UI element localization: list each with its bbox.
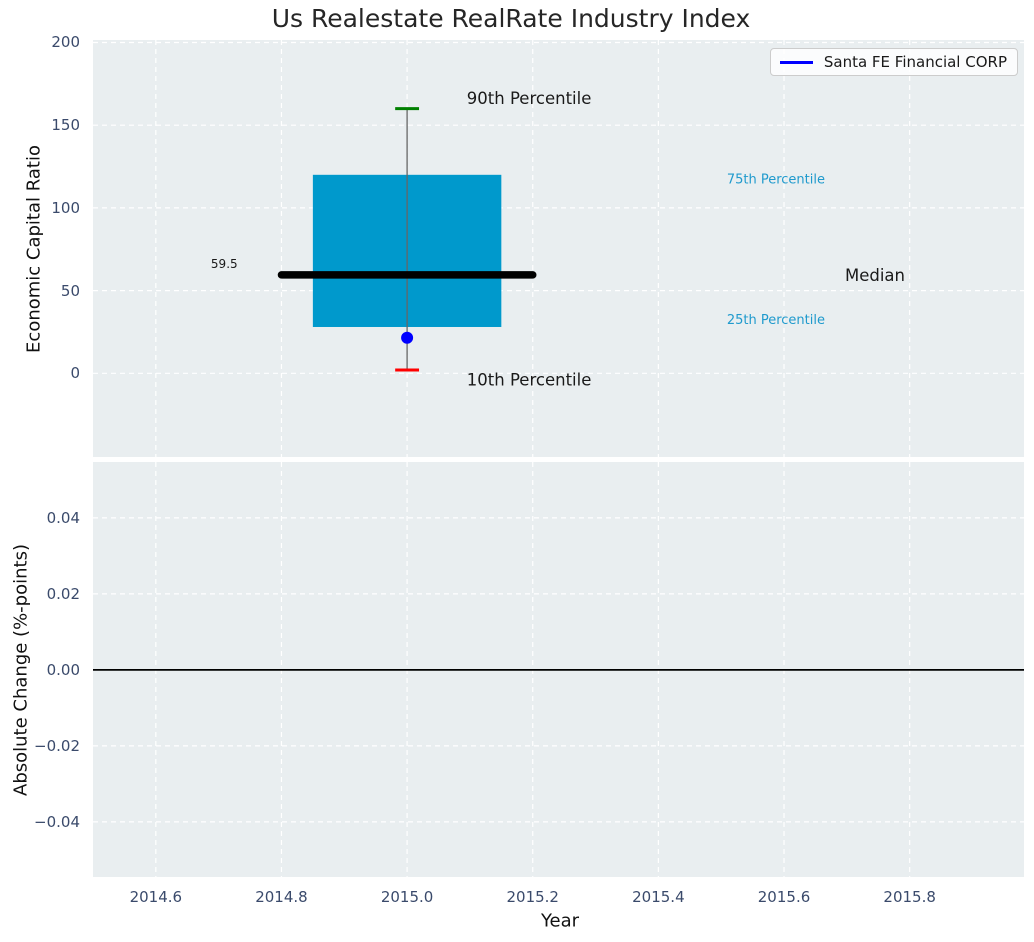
y-tick-label-top: 150 [51, 116, 80, 135]
x-tick-label: 2015.2 [506, 888, 559, 906]
y-tick-label-bottom: −0.02 [34, 736, 80, 755]
annotation-10th-percentile: 10th Percentile [467, 370, 592, 389]
top-axes-economic-capital-ratio: 90th Percentile 75th Percentile Median 25th… [93, 40, 1024, 457]
change-plot-svg [93, 462, 1024, 877]
company-marker-dot [401, 331, 414, 344]
annotation-90th-percentile: 90th Percentile [467, 89, 592, 108]
legend-line-icon [779, 60, 813, 64]
y-tick-label-bottom: 0.00 [46, 660, 80, 679]
x-tick-label: 2015.8 [883, 888, 936, 906]
bottom-axes-absolute-change [93, 462, 1024, 877]
y-tick-label-top: 0 [70, 364, 80, 383]
y-tick-label-top: 50 [60, 281, 80, 300]
x-tick-label: 2015.4 [632, 888, 685, 906]
annotation-25th-percentile: 25th Percentile [727, 313, 825, 328]
y-tick-label-bottom: 0.02 [46, 584, 80, 603]
annotation-median-value: 59.5 [211, 257, 238, 271]
annotation-median: Median [845, 266, 905, 285]
box-plot-svg: 90th Percentile 75th Percentile Median 25th… [93, 40, 1024, 457]
y-axis-label-top: Economic Capital Ratio [23, 144, 45, 353]
y-tick-label-top: 200 [51, 33, 80, 52]
legend-label: Santa FE Financial CORP [823, 53, 1007, 71]
y-tick-label-top: 100 [51, 198, 80, 217]
x-tick-label: 2014.6 [129, 888, 183, 906]
legend: Santa FE Financial CORP [769, 48, 1018, 76]
x-tick-label: 2015.6 [757, 888, 811, 906]
x-tick-label: 2015.0 [380, 888, 434, 906]
chart-title: Us Realestate RealRate Industry Index [271, 4, 751, 33]
y-tick-label-bottom: 0.04 [46, 508, 80, 527]
x-axis-label: Year [540, 910, 580, 932]
y-tick-label-bottom: −0.04 [34, 812, 80, 831]
x-tick-label: 2014.8 [255, 888, 308, 906]
annotation-75th-percentile: 75th Percentile [727, 172, 825, 187]
